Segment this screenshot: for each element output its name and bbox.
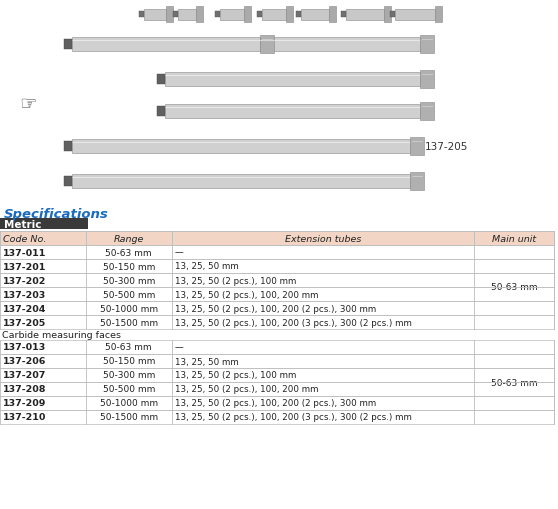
- Text: 50-300 mm: 50-300 mm: [103, 276, 155, 285]
- Bar: [0, 288, 554, 301]
- Bar: [64, 40, 72, 49]
- Text: 137-204: 137-204: [3, 304, 46, 313]
- Bar: [346, 10, 384, 20]
- Bar: [139, 12, 144, 18]
- Bar: [0, 396, 554, 410]
- Bar: [144, 10, 166, 20]
- Text: 137-011: 137-011: [3, 248, 46, 257]
- Bar: [0, 316, 554, 329]
- Bar: [0, 354, 554, 369]
- Bar: [166, 7, 173, 23]
- Text: 50-1500 mm: 50-1500 mm: [100, 413, 158, 421]
- Bar: [329, 7, 336, 23]
- Text: 13, 25, 50 (2 pcs.), 100 mm: 13, 25, 50 (2 pcs.), 100 mm: [175, 276, 296, 285]
- Text: Code No.: Code No.: [3, 234, 46, 243]
- Text: 137-208: 137-208: [3, 385, 46, 394]
- Text: 137-203: 137-203: [3, 290, 46, 299]
- Bar: [0, 341, 554, 354]
- Text: 137-013: 137-013: [3, 343, 46, 352]
- Bar: [410, 172, 424, 191]
- Text: Extension tubes: Extension tubes: [285, 234, 361, 243]
- Bar: [0, 410, 554, 424]
- Bar: [286, 7, 293, 23]
- Bar: [296, 12, 301, 18]
- Bar: [384, 7, 391, 23]
- Text: 137-201: 137-201: [3, 262, 46, 271]
- Text: 50-500 mm: 50-500 mm: [103, 290, 155, 299]
- Bar: [64, 142, 72, 151]
- Text: 50-1000 mm: 50-1000 mm: [100, 399, 158, 408]
- Text: 13, 25, 50 (2 pcs.), 100, 200 mm: 13, 25, 50 (2 pcs.), 100, 200 mm: [175, 290, 318, 299]
- Text: 50-63 mm: 50-63 mm: [105, 248, 152, 257]
- Text: 137-202: 137-202: [3, 276, 46, 285]
- Text: 50-1500 mm: 50-1500 mm: [100, 318, 158, 327]
- Text: 50-300 mm: 50-300 mm: [103, 371, 155, 380]
- Text: 13, 25, 50 mm: 13, 25, 50 mm: [175, 262, 238, 271]
- Bar: [72, 140, 410, 154]
- Bar: [0, 273, 554, 288]
- Bar: [64, 177, 72, 186]
- Bar: [260, 38, 420, 52]
- Bar: [157, 75, 165, 84]
- Bar: [0, 218, 88, 230]
- Text: 13, 25, 50 (2 pcs.), 100, 200 (3 pcs.), 300 (2 pcs.) mm: 13, 25, 50 (2 pcs.), 100, 200 (3 pcs.), …: [175, 413, 412, 421]
- Bar: [435, 7, 442, 23]
- Bar: [420, 102, 434, 121]
- Bar: [420, 70, 434, 89]
- Text: 50-500 mm: 50-500 mm: [103, 385, 155, 394]
- Text: —: —: [175, 343, 184, 352]
- Bar: [395, 10, 435, 20]
- Bar: [220, 10, 244, 20]
- Bar: [0, 260, 554, 273]
- Bar: [0, 301, 554, 316]
- Text: 50-63 mm: 50-63 mm: [105, 343, 152, 352]
- Text: 50-1000 mm: 50-1000 mm: [100, 304, 158, 313]
- Bar: [157, 107, 165, 117]
- Bar: [165, 73, 420, 87]
- Text: 137-207: 137-207: [3, 371, 46, 380]
- Text: 13, 25, 50 mm: 13, 25, 50 mm: [175, 357, 238, 366]
- Text: —: —: [175, 248, 184, 257]
- Bar: [215, 12, 220, 18]
- Text: 13, 25, 50 (2 pcs.), 100 mm: 13, 25, 50 (2 pcs.), 100 mm: [175, 371, 296, 380]
- Bar: [0, 382, 554, 396]
- Bar: [410, 137, 424, 156]
- Bar: [72, 38, 260, 52]
- Text: Specifications: Specifications: [4, 208, 109, 220]
- Bar: [165, 105, 420, 119]
- Text: 137-209: 137-209: [3, 399, 46, 408]
- Text: Metric: Metric: [4, 219, 41, 229]
- Text: 13, 25, 50 (2 pcs.), 100, 200 (2 pcs.), 300 mm: 13, 25, 50 (2 pcs.), 100, 200 (2 pcs.), …: [175, 304, 376, 313]
- Bar: [0, 232, 554, 245]
- Text: 50-150 mm: 50-150 mm: [103, 262, 155, 271]
- Bar: [0, 369, 554, 382]
- Bar: [244, 7, 251, 23]
- Text: 13, 25, 50 (2 pcs.), 100, 200 (2 pcs.), 300 mm: 13, 25, 50 (2 pcs.), 100, 200 (2 pcs.), …: [175, 399, 376, 408]
- Bar: [173, 12, 178, 18]
- Bar: [0, 245, 554, 260]
- Text: 13, 25, 50 (2 pcs.), 100, 200 (3 pcs.), 300 (2 pcs.) mm: 13, 25, 50 (2 pcs.), 100, 200 (3 pcs.), …: [175, 318, 412, 327]
- Text: ☞: ☞: [19, 95, 37, 115]
- Bar: [72, 175, 410, 189]
- Bar: [262, 10, 286, 20]
- Text: 137-210: 137-210: [3, 413, 46, 421]
- Text: 137-206: 137-206: [3, 357, 46, 366]
- Bar: [341, 12, 346, 18]
- Text: Main unit: Main unit: [492, 234, 536, 243]
- Text: Range: Range: [114, 234, 144, 243]
- Bar: [420, 36, 434, 54]
- Bar: [178, 10, 196, 20]
- Bar: [301, 10, 329, 20]
- Bar: [390, 12, 395, 18]
- Text: 50-63 mm: 50-63 mm: [490, 283, 537, 292]
- Bar: [257, 12, 262, 18]
- Text: 137-205: 137-205: [425, 142, 468, 152]
- Text: 50-63 mm: 50-63 mm: [490, 378, 537, 387]
- Bar: [196, 7, 203, 23]
- Text: Carbide measuring faces: Carbide measuring faces: [2, 330, 121, 340]
- Bar: [260, 36, 274, 54]
- Text: 137-205: 137-205: [3, 318, 46, 327]
- Text: 50-150 mm: 50-150 mm: [103, 357, 155, 366]
- Text: 13, 25, 50 (2 pcs.), 100, 200 mm: 13, 25, 50 (2 pcs.), 100, 200 mm: [175, 385, 318, 394]
